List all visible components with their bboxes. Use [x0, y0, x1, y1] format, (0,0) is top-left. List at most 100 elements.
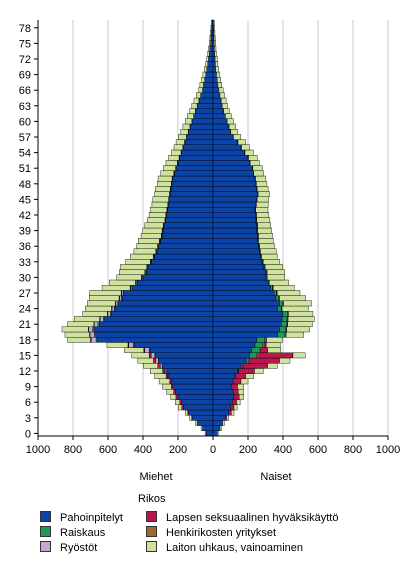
bar-men [95, 331, 214, 338]
bar-men [162, 227, 214, 234]
bar-women [212, 149, 245, 156]
bar-men [125, 259, 151, 265]
bar-women [214, 56, 218, 62]
bar-women [212, 274, 266, 281]
bar-women [286, 326, 310, 333]
legend-item: Ryöstöt [40, 541, 97, 555]
bar-men [163, 222, 214, 229]
bar-women [216, 76, 221, 83]
legend-item: Laiton uhkaus, vainoaminen [146, 541, 303, 555]
bar-men [128, 342, 134, 348]
bar-women [212, 123, 229, 130]
bar-men [119, 269, 145, 276]
bar-men [160, 363, 163, 369]
bar-men [158, 378, 170, 385]
bar-women [279, 295, 306, 302]
bar-women [222, 102, 228, 109]
bar-women [266, 342, 281, 348]
bar-women [212, 154, 249, 161]
bar-women [214, 40, 216, 47]
bar-men [99, 316, 104, 322]
bar-men [201, 76, 205, 83]
bar-men [210, 40, 214, 47]
bar-men [115, 300, 118, 307]
bar-men [142, 227, 163, 234]
bar-men [82, 311, 108, 317]
bar-men [204, 66, 207, 73]
bar-women [212, 51, 215, 57]
bar-men [154, 373, 167, 380]
bar-women [214, 51, 217, 57]
legend-swatch [146, 541, 157, 552]
bar-men [107, 311, 111, 317]
bar-women [267, 363, 278, 369]
bar-men [202, 87, 214, 93]
bar-women [212, 175, 256, 182]
bar-men [204, 76, 214, 83]
bar-men [99, 321, 214, 328]
bar-men [123, 290, 214, 296]
bar-women [256, 180, 268, 187]
bar-men [156, 248, 214, 255]
bar-men [89, 290, 122, 296]
bar-men [209, 35, 212, 41]
x-tick-label: 0 [210, 444, 216, 456]
bar-men [211, 25, 214, 31]
bar-men [155, 352, 214, 359]
bar-men [199, 82, 204, 88]
bar-women [257, 196, 269, 203]
bar-men [134, 342, 214, 348]
bar-women [212, 347, 252, 354]
bar-women [212, 378, 234, 385]
bar-women [230, 128, 239, 135]
bar-women [235, 373, 246, 380]
bar-women [212, 295, 277, 302]
bar-men [175, 389, 214, 395]
bar-women [228, 409, 232, 416]
bar-women [212, 222, 257, 229]
bar-men [205, 430, 214, 437]
bar-women [212, 61, 216, 67]
bar-men [162, 363, 214, 369]
bar-men [183, 144, 214, 151]
bar-men [175, 139, 185, 146]
bar-men [193, 113, 214, 119]
bar-men [148, 212, 166, 218]
bar-men [97, 337, 214, 343]
bar-men [169, 378, 172, 385]
subtitle-women: Naiset [260, 471, 291, 483]
bar-men [183, 404, 214, 411]
bar-men [151, 352, 155, 359]
bar-men [171, 180, 214, 187]
bar-men [94, 331, 96, 338]
legend-label: Henkirikosten yritykset [166, 527, 277, 539]
y-tick-label: 0 [25, 428, 31, 440]
bar-men [195, 420, 198, 426]
bar-women [254, 368, 264, 374]
bar-men [162, 383, 172, 390]
bar-women [240, 378, 249, 385]
bar-women [212, 352, 250, 359]
bar-women [212, 45, 215, 52]
bar-men [189, 108, 196, 114]
bar-men [209, 40, 211, 47]
bar-women [233, 394, 240, 400]
bar-women [215, 61, 219, 67]
bar-men [184, 139, 214, 146]
bar-men [155, 186, 171, 192]
bar-men [175, 399, 180, 406]
bar-men [93, 326, 214, 333]
bar-women [245, 373, 254, 380]
bar-men [162, 368, 165, 374]
bar-men [120, 264, 147, 270]
bar-women [221, 97, 227, 104]
bar-men [163, 165, 176, 172]
bar-men [101, 285, 131, 291]
bar-men [109, 279, 136, 286]
bar-men [171, 149, 182, 156]
bar-men [131, 352, 150, 359]
bar-women [212, 92, 221, 99]
bar-men [198, 87, 203, 93]
bar-men [97, 321, 100, 328]
bar-women [212, 71, 217, 78]
